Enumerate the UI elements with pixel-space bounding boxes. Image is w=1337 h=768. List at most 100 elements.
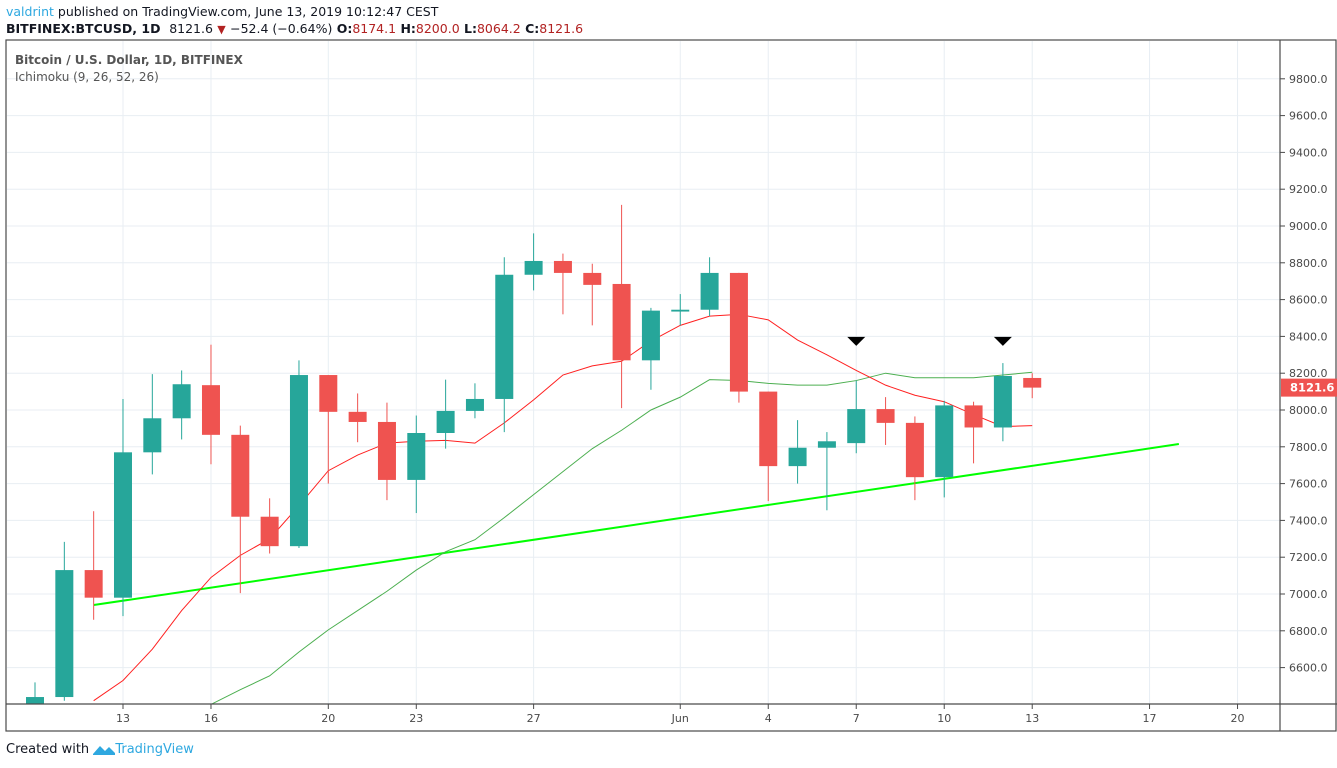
bearish-candle — [612, 204, 631, 409]
high-value: 8200.0 — [415, 21, 460, 36]
y-tick-label: 9200.0 — [1289, 183, 1328, 196]
y-tick-label: 9000.0 — [1289, 220, 1328, 233]
x-tick-label: 20 — [321, 712, 335, 725]
candle-body — [465, 398, 484, 411]
arrow-down-marker — [847, 336, 866, 346]
indicator-legend[interactable]: Ichimoku (9, 26, 52, 26) — [15, 70, 159, 84]
bearish-candle — [553, 253, 572, 315]
candle-body — [319, 375, 338, 412]
symbol-info: BITFINEX:BTCUSD, 1D 8121.6 ▼ −52.4 (−0.6… — [6, 21, 583, 36]
last-price: 8121.6 — [169, 21, 213, 36]
y-tick-label: 8200.0 — [1289, 367, 1328, 380]
candle-body — [407, 433, 426, 480]
tradingview-logo-icon — [93, 746, 116, 755]
x-tick-label: 13 — [1025, 712, 1039, 725]
tenkan-sen-line — [93, 313, 1033, 702]
candle-body — [172, 384, 191, 419]
x-tick-label: 10 — [937, 712, 951, 725]
bullish-candle — [289, 360, 308, 548]
bullish-candle — [788, 420, 807, 484]
candle-body — [231, 434, 250, 517]
candle-body — [583, 272, 602, 285]
bullish-candle — [817, 432, 836, 511]
x-tick-label: 20 — [1231, 712, 1245, 725]
x-tick-label: 7 — [853, 712, 860, 725]
bearish-candle — [1023, 373, 1042, 399]
y-tick-label: 7200.0 — [1289, 551, 1328, 564]
x-tick-label: 17 — [1143, 712, 1157, 725]
y-tick-label: 7600.0 — [1289, 478, 1328, 491]
bullish-candle — [641, 307, 660, 390]
bearish-candle — [201, 344, 220, 465]
author-link[interactable]: valdrint — [6, 4, 54, 19]
bullish-candle — [55, 541, 74, 701]
bullish-candle — [113, 398, 132, 617]
candle-body — [964, 405, 983, 428]
candle-body — [26, 697, 44, 704]
candle-body — [1023, 377, 1042, 388]
bearish-candle — [876, 397, 895, 445]
symbol: BITFINEX:BTCUSD, 1D — [6, 21, 161, 36]
candle-body — [55, 570, 74, 698]
bearish-candle — [260, 498, 279, 554]
bullish-candle — [700, 257, 719, 317]
bullish-candle — [847, 380, 866, 454]
bearish-candle — [729, 272, 748, 403]
candle-body — [729, 272, 748, 392]
bullish-candle — [26, 682, 44, 704]
last-price-label: 8121.6 — [1281, 378, 1337, 397]
high-label: H: — [400, 21, 416, 36]
publish-text: published on TradingView.com, June 13, 2… — [57, 4, 439, 19]
candle-body — [817, 441, 836, 448]
candle-body — [113, 452, 132, 598]
low-value: 8064.2 — [476, 21, 521, 36]
y-tick-label: 6800.0 — [1289, 625, 1328, 638]
bearish-candle — [319, 375, 338, 484]
down-triangle-icon: ▼ — [217, 23, 226, 36]
candle-body — [788, 447, 807, 467]
y-tick-label: 7400.0 — [1289, 514, 1328, 527]
candle-body — [671, 309, 690, 312]
y-tick-label: 9800.0 — [1289, 73, 1328, 86]
bullish-candle — [993, 363, 1012, 442]
kijun-sen-line — [210, 371, 1033, 704]
bullish-candle — [935, 400, 954, 498]
bearish-candle — [84, 511, 103, 620]
bullish-candle — [671, 294, 690, 326]
y-tick-label: 7800.0 — [1289, 441, 1328, 454]
low-label: L: — [464, 21, 477, 36]
bullish-candle — [524, 233, 543, 291]
x-tick-label: 23 — [409, 712, 423, 725]
plot-area — [26, 204, 1180, 704]
y-tick-label: 8400.0 — [1289, 330, 1328, 343]
close-value: 8121.6 — [539, 21, 584, 36]
x-tick-label: Jun — [671, 712, 689, 725]
price-axis[interactable]: 6600.0 6800.0 7000.0 7200.0 7400.0 7600.0 7800… — [1280, 73, 1328, 675]
footer: Created with TradingView — [6, 742, 194, 757]
chart-legend-title: Bitcoin / U.S. Dollar, 1D, BITFINEX — [15, 53, 243, 67]
y-tick-label: 6600.0 — [1289, 662, 1328, 675]
candle-body — [905, 422, 924, 478]
time-axis[interactable]: 13 16 20 23 27 Jun 4 7 10 13 17 20 — [116, 704, 1245, 725]
arrow-down-marker — [993, 336, 1012, 346]
candle-body — [847, 409, 866, 444]
bullish-candle — [407, 415, 426, 514]
x-tick-label: 16 — [204, 712, 218, 725]
last-price-label-bg — [1281, 378, 1337, 397]
candle-body — [143, 418, 162, 453]
candle-body — [289, 375, 308, 547]
candle-body — [553, 260, 572, 273]
open-label: O: — [336, 21, 353, 36]
tradingview-brand-link[interactable]: TradingView — [115, 742, 194, 757]
bullish-candle — [465, 383, 484, 419]
candle-body — [495, 274, 514, 399]
candle-body — [612, 283, 631, 361]
candle-body — [993, 375, 1012, 428]
candle-body — [201, 385, 220, 435]
candle-body — [84, 570, 103, 598]
x-tick-label: 13 — [116, 712, 130, 725]
publish-info: valdrint published on TradingView.com, J… — [6, 4, 438, 19]
candle-body — [876, 409, 895, 423]
candle-body — [348, 411, 367, 422]
